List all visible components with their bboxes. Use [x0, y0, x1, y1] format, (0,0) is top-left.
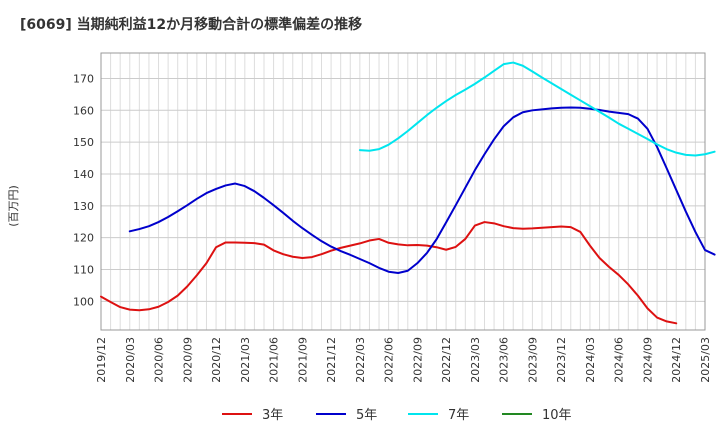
x-tick-label: 2021/12 [325, 337, 338, 383]
x-tick-label: 2024/03 [584, 337, 597, 383]
legend-label-4: 10年 [542, 408, 572, 423]
series-line-1 [100, 221, 678, 325]
x-tick-label: 2020/06 [153, 337, 166, 383]
y-tick-label: 120 [73, 232, 94, 245]
plot-border [100, 52, 706, 331]
y-tick-label: 170 [73, 72, 94, 85]
x-tick-label: 2024/06 [613, 337, 626, 383]
x-tick-label: 2025/03 [699, 337, 712, 383]
y-axis-label: (百万円) [7, 185, 20, 227]
x-tick-label: 2020/09 [181, 337, 194, 383]
y-tick-label: 130 [73, 200, 94, 213]
y-tick-label: 100 [73, 295, 94, 308]
chart-title: [6069] 当期純利益12か月移動合計の標準偏差の推移 [20, 16, 362, 33]
legend-label-2: 5年 [356, 408, 377, 423]
legend-label-3: 7年 [448, 408, 469, 423]
x-tick-label: 2020/12 [210, 337, 223, 383]
x-tick-label: 2021/03 [239, 337, 252, 383]
x-tick-label: 2023/06 [498, 337, 511, 383]
x-tick-label: 2023/03 [469, 337, 482, 383]
x-tick-label: 2022/03 [354, 337, 367, 383]
y-tick-label: 110 [73, 264, 94, 277]
x-tick-label: 2021/09 [296, 337, 309, 383]
plot-area [100, 52, 716, 331]
x-tick-label: 2022/12 [440, 337, 453, 383]
plot-frame [100, 52, 706, 331]
x-tick-label: 2024/12 [670, 337, 683, 383]
legend-label-1: 3年 [262, 408, 283, 423]
x-tick-label: 2022/06 [383, 337, 396, 383]
x-tick-label: 2019/12 [95, 337, 108, 383]
series-line-3 [358, 61, 716, 157]
x-tick-label: 2022/09 [411, 337, 424, 383]
y-tick-label: 140 [73, 168, 94, 181]
x-tick-label: 2024/09 [641, 337, 654, 383]
y-tick-label: 160 [73, 104, 94, 117]
x-tick-label: 2020/03 [124, 337, 137, 383]
legend: 3年 5年 7年 10年 [222, 408, 572, 423]
series-line-2 [128, 106, 716, 275]
x-tick-label: 2023/12 [555, 337, 568, 383]
y-tick-label: 150 [73, 136, 94, 149]
x-tick-label: 2023/09 [526, 337, 539, 383]
x-tick-label: 2021/06 [268, 337, 281, 383]
